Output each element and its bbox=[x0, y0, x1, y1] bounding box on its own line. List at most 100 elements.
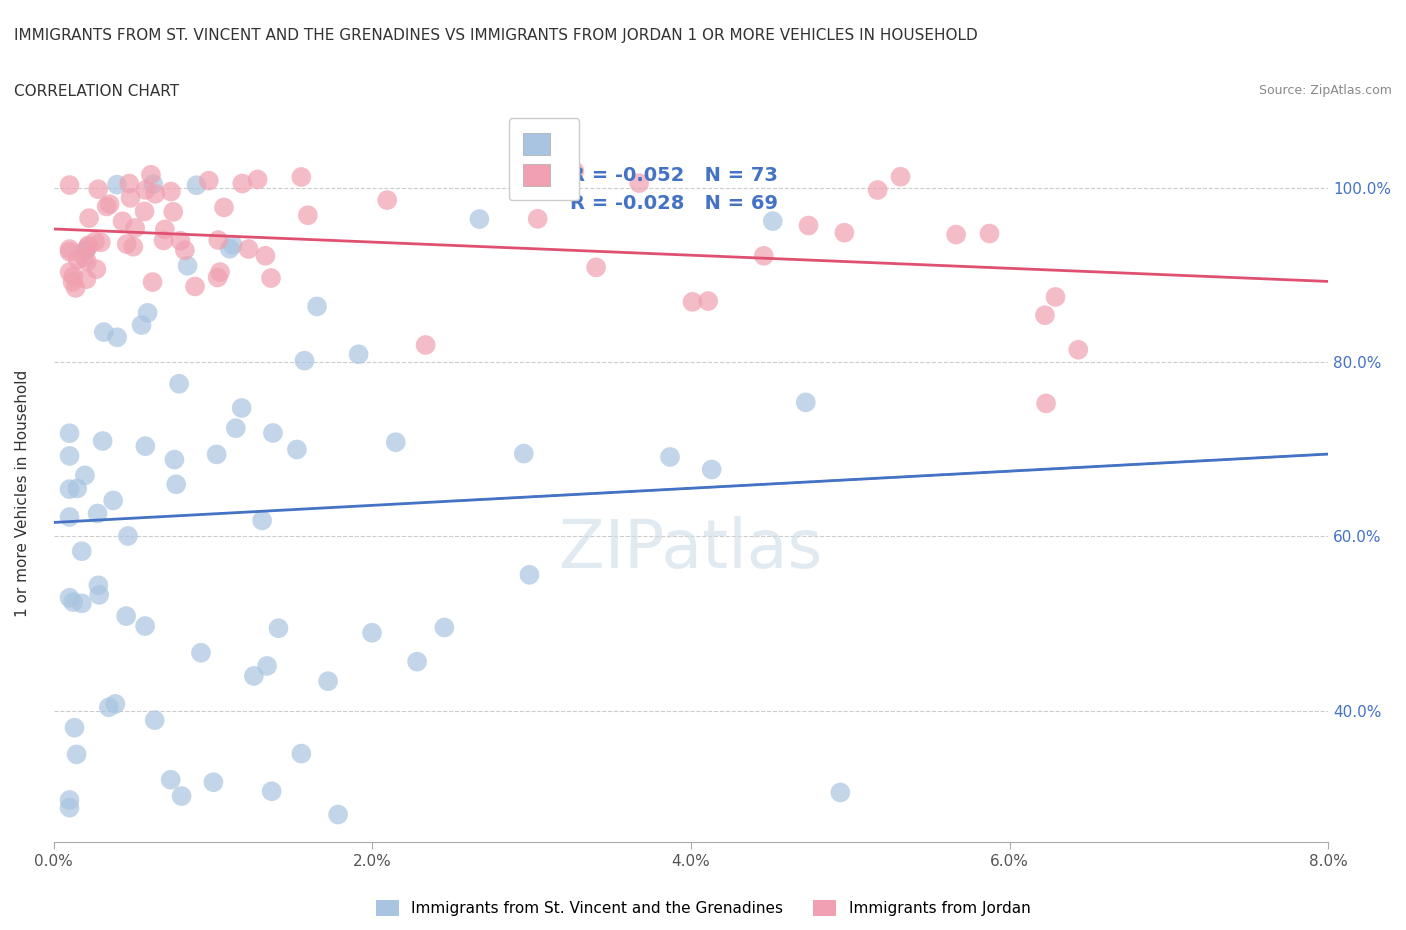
Point bbox=[159, 772, 181, 787]
Point bbox=[866, 182, 889, 197]
Point bbox=[143, 712, 166, 727]
Point bbox=[190, 645, 212, 660]
Point bbox=[111, 214, 134, 229]
Point bbox=[141, 274, 163, 289]
Point bbox=[979, 226, 1001, 241]
Point bbox=[797, 218, 820, 232]
Point bbox=[162, 205, 184, 219]
Point bbox=[105, 178, 128, 193]
Point bbox=[209, 265, 232, 280]
Point bbox=[97, 699, 120, 714]
Point bbox=[406, 654, 429, 669]
Point bbox=[794, 395, 817, 410]
Point bbox=[290, 169, 312, 184]
Point bbox=[152, 233, 174, 248]
Point bbox=[91, 433, 114, 448]
Point bbox=[762, 214, 785, 229]
Point bbox=[628, 176, 651, 191]
Point bbox=[1035, 396, 1057, 411]
Point bbox=[250, 513, 273, 528]
Point bbox=[58, 245, 80, 259]
Point bbox=[58, 426, 80, 441]
Point bbox=[75, 272, 97, 286]
Point bbox=[225, 420, 247, 435]
Point bbox=[375, 193, 398, 207]
Point bbox=[77, 211, 100, 226]
Point bbox=[202, 775, 225, 790]
Point bbox=[267, 621, 290, 636]
Point bbox=[66, 481, 89, 496]
Point bbox=[262, 426, 284, 441]
Point bbox=[66, 252, 89, 267]
Point bbox=[294, 353, 316, 368]
Text: CORRELATION CHART: CORRELATION CHART bbox=[14, 84, 179, 99]
Point bbox=[221, 237, 243, 252]
Point bbox=[207, 270, 229, 285]
Point bbox=[167, 377, 190, 392]
Point bbox=[104, 697, 127, 711]
Point bbox=[58, 510, 80, 525]
Point bbox=[1067, 342, 1090, 357]
Point bbox=[1033, 308, 1056, 323]
Point bbox=[84, 234, 107, 249]
Point bbox=[87, 578, 110, 592]
Text: R = -0.028   N = 69: R = -0.028 N = 69 bbox=[569, 193, 778, 213]
Y-axis label: 1 or more Vehicles in Household: 1 or more Vehicles in Household bbox=[15, 369, 30, 617]
Point bbox=[143, 186, 166, 201]
Point bbox=[415, 338, 437, 352]
Point bbox=[58, 792, 80, 807]
Point bbox=[564, 164, 586, 179]
Point bbox=[101, 493, 124, 508]
Point bbox=[58, 242, 80, 257]
Text: ZIPatlas: ZIPatlas bbox=[560, 516, 823, 581]
Point bbox=[218, 242, 240, 257]
Point bbox=[135, 182, 157, 197]
Point bbox=[58, 265, 80, 280]
Point bbox=[134, 204, 156, 219]
Point bbox=[889, 169, 911, 184]
Point bbox=[316, 673, 339, 688]
Point bbox=[231, 401, 253, 416]
Point bbox=[73, 250, 96, 265]
Point bbox=[75, 243, 97, 258]
Point bbox=[231, 176, 253, 191]
Point bbox=[834, 225, 856, 240]
Point bbox=[752, 248, 775, 263]
Point bbox=[238, 242, 260, 257]
Point bbox=[697, 294, 720, 309]
Point bbox=[122, 239, 145, 254]
Point bbox=[468, 212, 491, 227]
Point bbox=[93, 325, 115, 339]
Point bbox=[65, 281, 87, 296]
Point bbox=[58, 591, 80, 605]
Point bbox=[700, 462, 723, 477]
Point bbox=[285, 442, 308, 457]
Legend: Immigrants from St. Vincent and the Grenadines, Immigrants from Jordan: Immigrants from St. Vincent and the Gren… bbox=[370, 894, 1036, 923]
Point bbox=[246, 172, 269, 187]
Point bbox=[131, 318, 153, 333]
Point bbox=[1045, 289, 1067, 304]
Point bbox=[134, 618, 156, 633]
Point bbox=[58, 800, 80, 815]
Text: IMMIGRANTS FROM ST. VINCENT AND THE GRENADINES VS IMMIGRANTS FROM JORDAN 1 OR MO: IMMIGRANTS FROM ST. VINCENT AND THE GREN… bbox=[14, 28, 977, 43]
Point bbox=[76, 240, 98, 255]
Point bbox=[184, 279, 207, 294]
Point bbox=[165, 477, 187, 492]
Point bbox=[117, 528, 139, 543]
Point bbox=[526, 211, 548, 226]
Point bbox=[659, 449, 682, 464]
Point bbox=[142, 177, 165, 192]
Point bbox=[62, 274, 84, 289]
Point bbox=[120, 191, 142, 206]
Point bbox=[513, 446, 536, 461]
Point bbox=[433, 620, 456, 635]
Point bbox=[682, 295, 704, 310]
Point bbox=[58, 178, 80, 193]
Point bbox=[326, 807, 349, 822]
Point bbox=[86, 261, 108, 276]
Point bbox=[384, 434, 406, 449]
Point bbox=[105, 330, 128, 345]
Point bbox=[89, 588, 111, 603]
Point bbox=[260, 784, 283, 799]
Point bbox=[169, 233, 191, 248]
